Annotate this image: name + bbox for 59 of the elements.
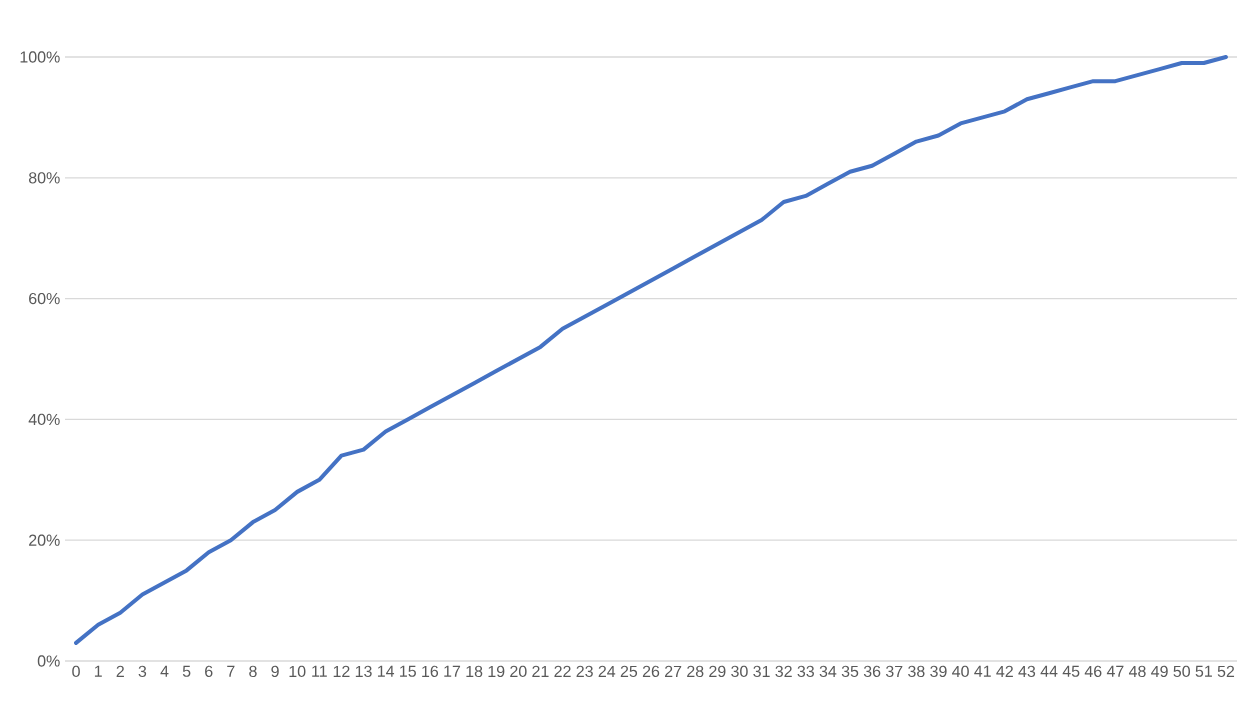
- x-tick-label: 49: [1151, 665, 1168, 678]
- x-tick-label: 7: [227, 665, 235, 677]
- x-tick-label: 4: [160, 665, 169, 677]
- y-tick-label: 20%: [29, 534, 60, 546]
- x-tick-label: 21: [532, 665, 549, 677]
- x-tick-label: 26: [642, 665, 660, 678]
- x-tick-label: 46: [1084, 665, 1102, 678]
- y-tick-label: 80%: [28, 172, 60, 184]
- x-tick-label: 38: [908, 665, 925, 678]
- x-tick-label: 15: [400, 665, 416, 677]
- x-tick-label: 0: [72, 665, 80, 678]
- x-tick-label: 14: [377, 665, 395, 677]
- x-tick-label: 11: [312, 665, 327, 677]
- x-tick-label: 22: [554, 665, 571, 677]
- x-tick-label: 29: [709, 665, 726, 678]
- x-tick-label: 5: [182, 665, 191, 677]
- x-tick-label: 40: [952, 665, 969, 678]
- x-tick-label: 41: [974, 665, 991, 677]
- x-tick-label: 8: [249, 665, 257, 678]
- x-tick-label: 43: [1018, 665, 1036, 678]
- x-tick-label: 27: [665, 665, 682, 677]
- x-tick-label: 52: [1217, 665, 1235, 678]
- x-tick-label: 1: [94, 665, 102, 677]
- x-tick-label: 16: [422, 665, 439, 678]
- x-tick-label: 31: [753, 665, 770, 678]
- x-tick-label: 12: [333, 665, 350, 677]
- x-tick-label: 50: [1173, 665, 1190, 678]
- y-tick-label: 100%: [20, 51, 60, 63]
- x-tick-label: 39: [930, 665, 947, 678]
- x-tick-label: 18: [466, 665, 483, 678]
- y-tick-label: 60%: [29, 292, 60, 305]
- x-tick-label: 3: [138, 665, 147, 678]
- x-tick-label: 2: [116, 665, 124, 677]
- y-tick-label: 40%: [28, 413, 60, 426]
- x-tick-label: 51: [1195, 665, 1212, 677]
- x-tick-label: 23: [576, 665, 593, 678]
- y-tick-label: 0%: [37, 655, 60, 667]
- x-tick-label: 24: [598, 665, 616, 677]
- x-tick-label: 13: [355, 665, 372, 678]
- x-tick-label: 6: [205, 665, 213, 678]
- x-tick-label: 48: [1128, 665, 1146, 678]
- x-tick-label: 30: [731, 665, 748, 678]
- x-tick-label: 47: [1106, 665, 1124, 677]
- x-tick-label: 25: [620, 665, 638, 678]
- x-tick-label: 28: [687, 665, 704, 678]
- x-tick-label: 37: [885, 665, 903, 678]
- x-tick-label: 20: [510, 665, 527, 678]
- x-tick-label: 36: [863, 665, 881, 678]
- x-tick-label: 19: [488, 665, 505, 678]
- x-tick-label: 10: [289, 665, 306, 678]
- x-tick-label: 35: [841, 665, 859, 678]
- x-tick-label: 9: [271, 665, 279, 678]
- x-tick-label: 33: [797, 665, 814, 678]
- x-tick-label: 44: [1040, 665, 1058, 677]
- x-tick-label: 45: [1062, 665, 1080, 677]
- x-tick-label: 17: [444, 665, 461, 677]
- x-tick-label: 42: [996, 665, 1013, 677]
- x-tick-label: 34: [819, 665, 837, 678]
- x-tick-label: 32: [775, 665, 792, 678]
